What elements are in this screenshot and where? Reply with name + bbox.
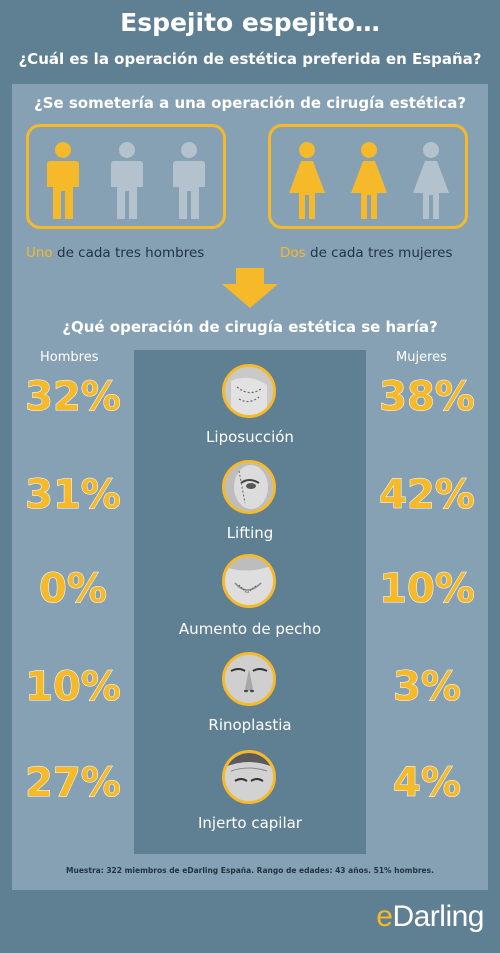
women-percentage: 10% <box>379 566 476 613</box>
women-caption: Dos de cada tres mujeres <box>280 245 453 261</box>
sample-footnote: Muestra: 322 miembros de eDarling España… <box>66 866 434 875</box>
men-percentage: 27% <box>25 760 122 807</box>
operations-question: ¿Qué operación de cirugía estética se ha… <box>62 318 438 336</box>
operation-label: Injerto capilar <box>198 814 302 832</box>
edarling-logo: eDarling <box>376 900 484 933</box>
women-caption-text: de cada tres mujeres <box>305 245 453 261</box>
men-percentage: 0% <box>39 566 108 613</box>
men-percentage: 10% <box>25 664 122 711</box>
operation-label: Rinoplastia <box>208 716 292 734</box>
women-percentage: 42% <box>379 472 476 519</box>
rhinoplasty-icon <box>222 652 276 706</box>
facelift-icon <box>222 460 276 514</box>
men-caption: Uno de cada tres hombres <box>26 245 204 261</box>
man-icon <box>111 142 143 219</box>
woman-icon <box>413 142 449 219</box>
liposuction-icon <box>222 364 276 418</box>
women-column-header: Mujeres <box>396 350 447 365</box>
breast-augmentation-icon <box>222 554 276 608</box>
hair-transplant-icon <box>222 750 276 804</box>
women-figures-box <box>268 124 468 229</box>
men-caption-text: de cada tres hombres <box>52 245 205 261</box>
operations-column: Liposucción Lifting Aumento de pecho Rin… <box>134 350 366 854</box>
women-percentage: 38% <box>379 374 476 421</box>
men-figures-box <box>26 124 226 229</box>
page-subtitle: ¿Cuál es la operación de estética prefer… <box>18 50 482 68</box>
men-percentage: 32% <box>25 374 122 421</box>
operation-label: Lifting <box>226 524 274 542</box>
women-percentage: 4% <box>393 760 462 807</box>
woman-icon-highlighted <box>289 142 325 219</box>
arrow-down-icon <box>222 268 278 308</box>
men-caption-highlight: Uno <box>26 245 53 261</box>
men-column-header: Hombres <box>40 350 99 365</box>
main-panel: ¿Se sometería a una operación de cirugía… <box>12 84 488 890</box>
man-icon <box>173 142 205 219</box>
men-percentage: 31% <box>25 472 122 519</box>
woman-icon-highlighted <box>351 142 387 219</box>
man-icon-highlighted <box>47 142 79 219</box>
operation-label: Aumento de pecho <box>178 620 322 638</box>
operation-label: Liposucción <box>206 428 294 446</box>
survey-question: ¿Se sometería a una operación de cirugía… <box>33 94 467 112</box>
women-caption-highlight: Dos <box>280 245 306 261</box>
page-title: Espejito espejito… <box>120 8 380 37</box>
women-percentage: 3% <box>393 664 462 711</box>
